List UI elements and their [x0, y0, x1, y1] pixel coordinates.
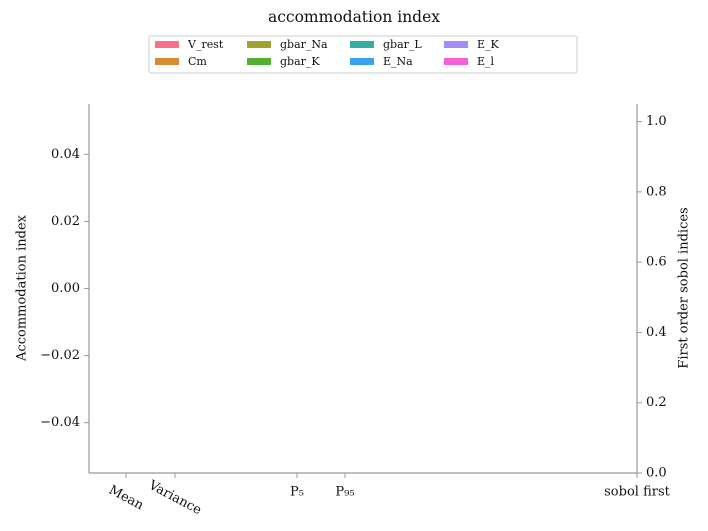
x-tick-label: sobol first	[604, 485, 670, 500]
legend-label: gbar_L	[383, 38, 422, 51]
legend-swatch	[350, 41, 374, 48]
x-tick-label: P₅	[290, 485, 304, 500]
x-tick-label: P₉₅	[335, 485, 354, 500]
y-tick-label: 0.02	[51, 214, 80, 229]
legend-swatch	[247, 58, 271, 65]
y2-axis-label: First order sobol indices	[677, 207, 692, 368]
x-tick-label: Variance	[145, 477, 204, 518]
legend-label: Cm	[188, 55, 207, 68]
y2-tick-label: 1.0	[646, 114, 667, 129]
legend-label: E_Na	[383, 55, 413, 68]
legend-label: E_K	[477, 38, 500, 51]
y-tick-label: 0.04	[51, 147, 80, 162]
y2-tick-label: 0.8	[646, 184, 667, 199]
y2-tick-label: 0.4	[646, 325, 667, 340]
legend-swatch	[247, 41, 271, 48]
legend-swatch	[444, 58, 468, 65]
legend-label: gbar_Na	[280, 38, 328, 51]
legend-swatch	[155, 41, 179, 48]
legend-label: gbar_K	[280, 55, 320, 68]
y-tick-label: 0.00	[51, 281, 80, 296]
legend-label: V_rest	[187, 38, 224, 51]
y2-tick-label: 0.6	[646, 255, 667, 270]
legend-swatch	[350, 58, 374, 65]
legend-swatch	[155, 58, 179, 65]
legend-swatch	[444, 41, 468, 48]
y-axis-label: Accommodation index	[15, 214, 30, 362]
y2-tick-label: 0.0	[646, 466, 667, 481]
chart-title: accommodation index	[268, 8, 440, 26]
legend-label: E_l	[477, 55, 495, 68]
x-tick-label: Mean	[106, 483, 146, 514]
y2-tick-label: 0.2	[646, 395, 667, 410]
y-tick-label: −0.02	[40, 348, 80, 363]
y-tick-label: −0.04	[40, 415, 80, 430]
